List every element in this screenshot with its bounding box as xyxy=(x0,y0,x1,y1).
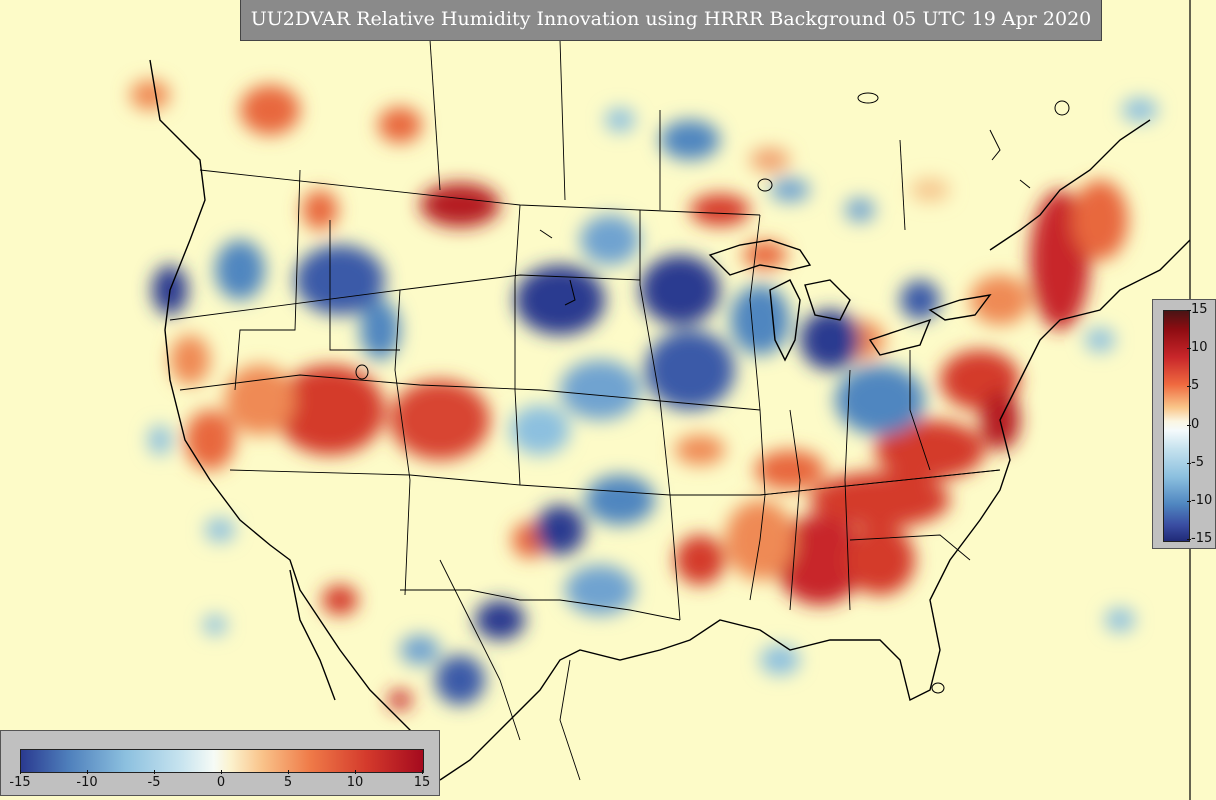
vcbar-tick-neg5: -5 xyxy=(1187,455,1204,470)
vcbar-tick-0: 0 xyxy=(1186,417,1200,432)
vertical-colorbar: 15 10 5 0 -5 -10 -15 xyxy=(1152,299,1216,549)
horizontal-colorbar: -15 -10 -5 0 5 10 15 xyxy=(0,730,440,796)
hcbar-tick-5: 5 xyxy=(273,770,303,790)
innovation-field xyxy=(130,80,1158,710)
horizontal-colorbar-gradient xyxy=(20,749,424,773)
map-title: UU2DVAR Relative Humidity Innovation usi… xyxy=(240,0,1102,41)
hcbar-tick-10: 10 xyxy=(340,770,370,790)
hcbar-tick-0: 0 xyxy=(206,770,236,790)
hcbar-tick-15: 15 xyxy=(407,770,437,790)
coastlines xyxy=(149,59,1191,781)
vcbar-tick-10: 10 xyxy=(1187,340,1208,355)
vcbar-tick-15: 15 xyxy=(1187,302,1208,317)
vcbar-tick-neg15: -15 xyxy=(1186,531,1213,546)
hcbar-tick-neg5: -5 xyxy=(139,770,169,790)
vcbar-tick-5: 5 xyxy=(1186,378,1200,393)
hcbar-tick-neg15: -15 xyxy=(5,770,35,790)
state-boundaries xyxy=(169,39,1001,781)
hcbar-tick-neg10: -10 xyxy=(72,770,102,790)
lakes xyxy=(355,92,1070,694)
vcbar-tick-neg10: -10 xyxy=(1186,493,1213,508)
vertical-colorbar-gradient xyxy=(1163,310,1190,542)
